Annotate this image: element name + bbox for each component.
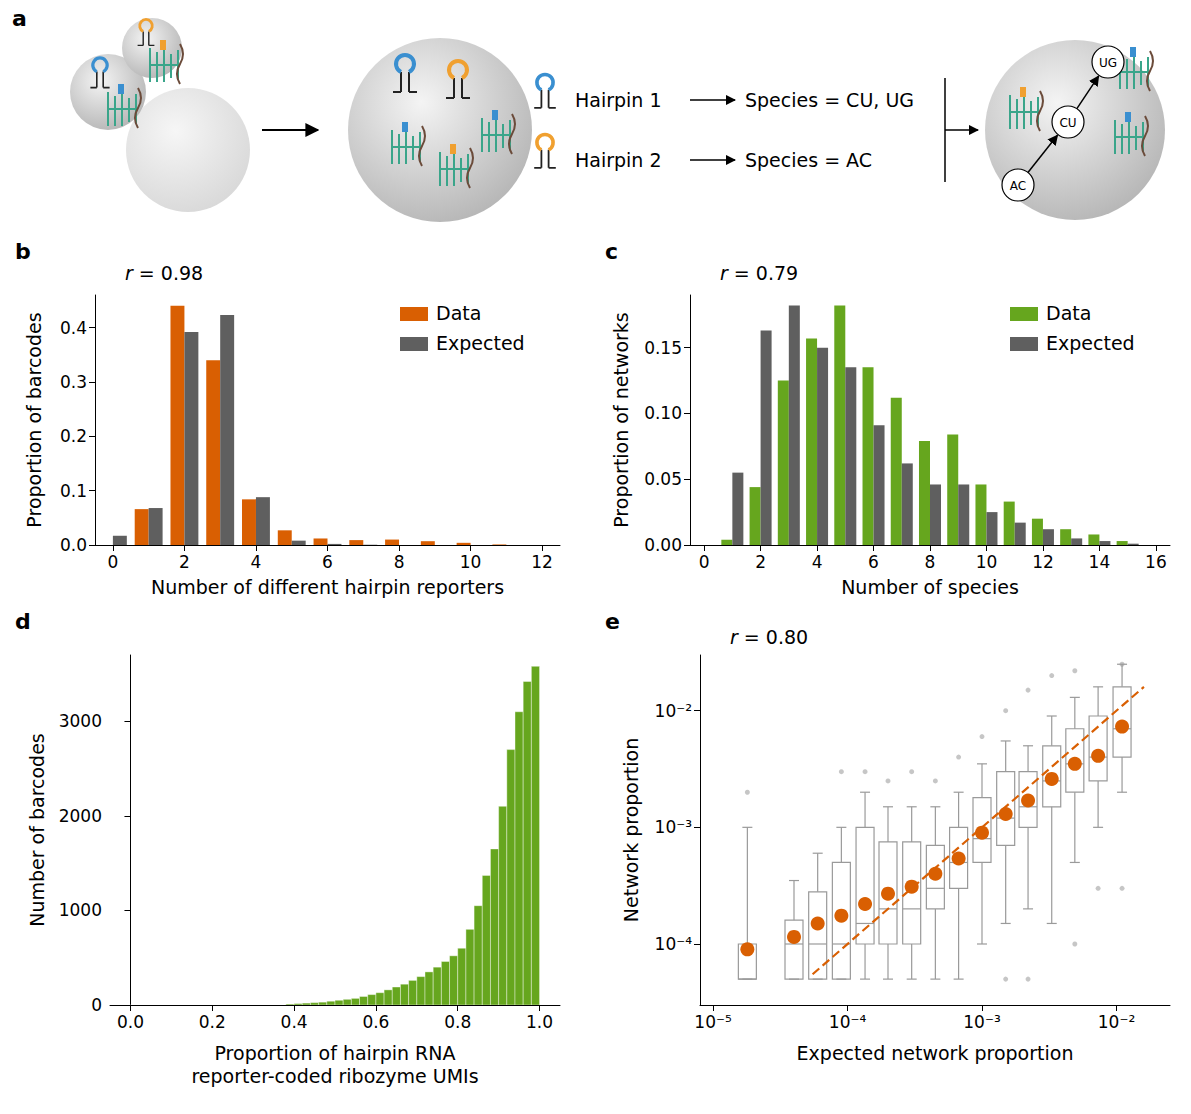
svg-text:c: c xyxy=(605,239,618,264)
svg-text:r: r xyxy=(720,261,728,284)
svg-text:0.4: 0.4 xyxy=(60,318,87,338)
svg-text:10⁻²: 10⁻² xyxy=(1098,1012,1135,1032)
svg-text:Species = CU, UG: Species = CU, UG xyxy=(745,89,914,111)
svg-text:Number of barcodes: Number of barcodes xyxy=(26,733,48,927)
svg-text:0.8: 0.8 xyxy=(444,1012,471,1032)
svg-text:3000: 3000 xyxy=(59,711,102,731)
svg-text:0: 0 xyxy=(699,552,710,572)
svg-text:10⁻⁵: 10⁻⁵ xyxy=(694,1012,731,1032)
svg-text:16: 16 xyxy=(1145,552,1167,572)
svg-text:reporter-coded ribozyme UMIs: reporter-coded ribozyme UMIs xyxy=(191,1065,478,1087)
svg-text:10⁻³: 10⁻³ xyxy=(655,817,692,837)
svg-text:= 0.80: = 0.80 xyxy=(738,626,808,648)
svg-text:4: 4 xyxy=(812,552,823,572)
svg-text:1000: 1000 xyxy=(59,900,102,920)
svg-text:Data: Data xyxy=(1046,302,1091,324)
svg-text:10⁻³: 10⁻³ xyxy=(963,1012,1000,1032)
svg-text:Species = AC: Species = AC xyxy=(745,149,872,171)
svg-text:= 0.79: = 0.79 xyxy=(728,262,798,284)
svg-text:0.00: 0.00 xyxy=(644,535,682,555)
svg-text:Hairpin 2: Hairpin 2 xyxy=(575,149,662,171)
svg-text:Data: Data xyxy=(436,302,481,324)
svg-text:8: 8 xyxy=(925,552,936,572)
svg-text:4: 4 xyxy=(251,552,262,572)
svg-text:0.2: 0.2 xyxy=(60,426,87,446)
svg-text:6: 6 xyxy=(322,552,333,572)
svg-text:Number of species: Number of species xyxy=(841,576,1019,598)
svg-text:d: d xyxy=(15,609,31,634)
svg-text:0.05: 0.05 xyxy=(644,469,682,489)
svg-text:0.6: 0.6 xyxy=(362,1012,389,1032)
svg-text:b: b xyxy=(15,239,31,264)
svg-text:10: 10 xyxy=(460,552,482,572)
svg-text:Hairpin 1: Hairpin 1 xyxy=(575,89,662,111)
svg-text:2: 2 xyxy=(755,552,766,572)
svg-text:0.2: 0.2 xyxy=(199,1012,226,1032)
svg-text:0.0: 0.0 xyxy=(60,535,87,555)
svg-text:0: 0 xyxy=(107,552,118,572)
svg-text:UG: UG xyxy=(1099,56,1117,70)
svg-text:Expected: Expected xyxy=(1046,332,1135,354)
svg-text:0: 0 xyxy=(91,995,102,1015)
svg-text:0.3: 0.3 xyxy=(60,372,87,392)
svg-text:Proportion of networks: Proportion of networks xyxy=(610,312,632,528)
svg-text:0.4: 0.4 xyxy=(281,1012,308,1032)
svg-text:14: 14 xyxy=(1089,552,1111,572)
svg-text:2000: 2000 xyxy=(59,806,102,826)
svg-text:2: 2 xyxy=(179,552,190,572)
svg-text:Proportion of hairpin RNA: Proportion of hairpin RNA xyxy=(214,1042,455,1064)
svg-text:10⁻²: 10⁻² xyxy=(655,701,692,721)
svg-text:Expected network proportion: Expected network proportion xyxy=(797,1042,1074,1064)
svg-text:1.0: 1.0 xyxy=(526,1012,553,1032)
svg-text:Proportion of barcodes: Proportion of barcodes xyxy=(23,312,45,527)
svg-text:0.15: 0.15 xyxy=(644,338,682,358)
svg-text:r: r xyxy=(125,261,133,284)
svg-text:e: e xyxy=(605,609,620,634)
svg-text:10: 10 xyxy=(976,552,998,572)
svg-text:6: 6 xyxy=(868,552,879,572)
svg-text:10⁻⁴: 10⁻⁴ xyxy=(829,1012,867,1032)
svg-text:a: a xyxy=(12,6,27,31)
svg-text:Expected: Expected xyxy=(436,332,525,354)
svg-text:12: 12 xyxy=(1032,552,1054,572)
svg-text:8: 8 xyxy=(394,552,405,572)
svg-text:12: 12 xyxy=(531,552,553,572)
svg-text:10⁻⁴: 10⁻⁴ xyxy=(655,934,693,954)
svg-text:CU: CU xyxy=(1059,116,1076,130)
svg-text:0.1: 0.1 xyxy=(60,481,87,501)
svg-text:Number of different hairpin re: Number of different hairpin reporters xyxy=(151,576,504,598)
svg-text:AC: AC xyxy=(1010,179,1026,193)
svg-text:0.10: 0.10 xyxy=(644,403,682,423)
svg-text:0.0: 0.0 xyxy=(117,1012,144,1032)
svg-text:r: r xyxy=(730,625,738,648)
svg-text:= 0.98: = 0.98 xyxy=(133,262,203,284)
svg-text:Network proportion: Network proportion xyxy=(620,738,642,922)
